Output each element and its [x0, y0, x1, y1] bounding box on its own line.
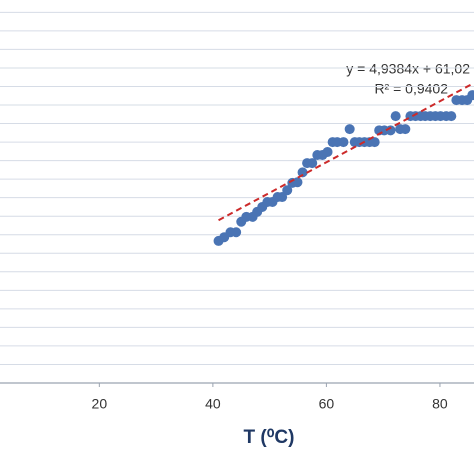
data-point — [297, 167, 308, 178]
x-tick-label: 40 — [205, 396, 221, 412]
data-point — [277, 192, 288, 203]
x-tick-label: 80 — [432, 396, 448, 412]
data-point — [400, 124, 411, 135]
trendline — [218, 82, 474, 222]
data-point — [322, 146, 333, 157]
data-point — [307, 158, 318, 169]
data-point — [385, 125, 396, 136]
data-point — [446, 111, 457, 122]
data-point — [390, 111, 401, 122]
data-point — [467, 90, 474, 101]
data-point — [282, 185, 293, 196]
data-point — [231, 227, 242, 238]
trend-r2: R² = 0,9402 — [374, 81, 448, 97]
x-tick-label: 60 — [319, 396, 335, 412]
data-point — [292, 177, 303, 188]
data-point — [369, 137, 380, 148]
x-tick-label: 20 — [92, 396, 108, 412]
x-axis-title: T (⁰C) — [244, 427, 295, 448]
trend-equation: y = 4,9384x + 61,02 — [346, 61, 470, 77]
data-point — [344, 124, 355, 135]
data-point — [338, 137, 349, 148]
